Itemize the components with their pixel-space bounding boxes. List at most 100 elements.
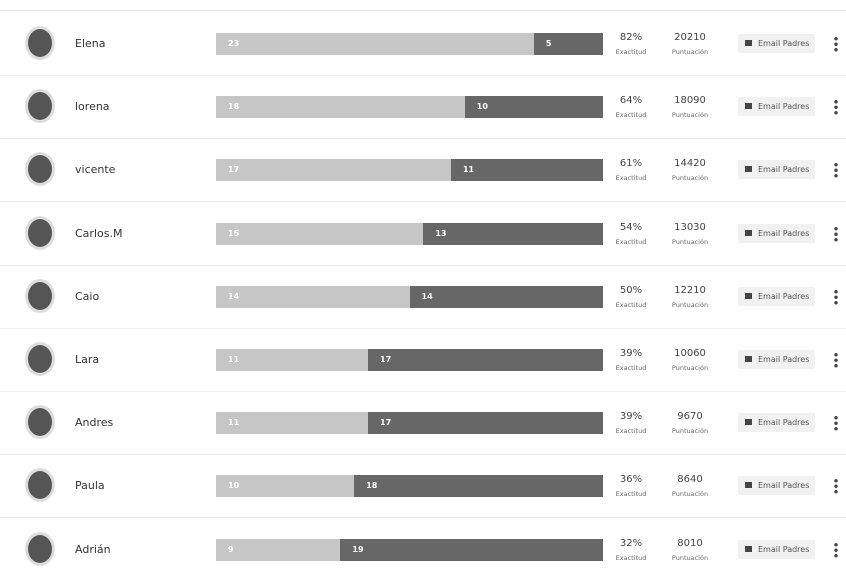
avatar <box>25 26 55 60</box>
avatar <box>25 278 55 313</box>
score: 9670 <box>677 411 703 423</box>
email-button[interactable]: Email Padres <box>738 97 816 117</box>
accuracy: 39% <box>619 348 643 359</box>
incorrect-bar: 10 <box>464 96 603 119</box>
score: 18090 <box>674 95 706 107</box>
score: 12210 <box>674 284 706 296</box>
accuracy-label: Exactitud <box>615 111 647 120</box>
student-row: lorena 18 10 64% Exactitud 18090 Puntuación Ema… <box>0 75 846 140</box>
student-name: lorena <box>75 100 110 114</box>
accuracy-label: Exactitud <box>615 174 647 183</box>
incorrect-bar: 19 <box>340 538 603 561</box>
correct-bar: 10 <box>216 475 355 498</box>
student-name: Adrián <box>75 542 111 556</box>
score: 13030 <box>674 221 706 233</box>
student-name: Andres <box>75 416 114 430</box>
correct-bar: 9 <box>216 538 341 561</box>
incorrect-bar: 5 <box>533 33 603 55</box>
accuracy: 36% <box>619 474 643 486</box>
incorrect-bar: 17 <box>368 349 603 371</box>
student-row: Andres 11 17 39% Exactitud 9670 Puntuación Emai… <box>0 391 846 456</box>
student-name: Caio <box>75 289 100 303</box>
email-button[interactable]: Email Padres <box>738 413 816 433</box>
score-label: Puntuación <box>671 364 709 372</box>
correct-bar: 11 <box>216 412 369 435</box>
incorrect-bar: 13 <box>423 222 603 245</box>
incorrect-bar: 18 <box>354 475 603 498</box>
accuracy: 50% <box>619 284 643 296</box>
more-menu[interactable] <box>834 478 838 495</box>
more-menu[interactable] <box>834 288 838 305</box>
score: 8010 <box>677 537 703 549</box>
student-name: vicente <box>75 163 116 177</box>
correct-bar: 23 <box>216 33 534 55</box>
email-button[interactable]: Email Padres <box>738 539 816 559</box>
correct-bar: 17 <box>216 159 451 182</box>
student-row: Adrián 9 19 32% Exactitud 8010 Puntuación Email… <box>0 518 846 569</box>
avatar <box>25 89 55 124</box>
score-label: Puntuación <box>671 300 709 309</box>
incorrect-bar: 17 <box>368 412 603 435</box>
more-menu[interactable] <box>834 162 838 179</box>
avatar <box>25 531 55 566</box>
score-label: Puntuación <box>671 490 709 499</box>
score: 14420 <box>674 158 706 170</box>
email-button[interactable]: Email Padres <box>738 350 816 369</box>
email-button[interactable]: Email Padres <box>738 34 816 53</box>
student-row: Carlos.M 15 13 54% Exactitud 13030 Puntuación E… <box>0 202 846 266</box>
accuracy-label: Exactitud <box>615 427 647 436</box>
student-name: Elena <box>75 37 106 50</box>
student-row: Elena 23 5 82% Exactitud 20210 Puntuación Email… <box>0 12 846 76</box>
more-menu[interactable] <box>834 225 838 242</box>
score-label: Puntuación <box>671 427 709 436</box>
student-row: vicente 17 11 61% Exactitud 14420 Puntuación Em… <box>0 138 846 203</box>
student-name: Paula <box>75 479 105 493</box>
top-border <box>0 10 846 11</box>
score: 20210 <box>674 32 706 43</box>
score-label: Puntuación <box>671 48 709 56</box>
more-menu[interactable] <box>834 36 838 52</box>
correct-bar: 14 <box>216 285 410 308</box>
accuracy-label: Exactitud <box>615 237 647 246</box>
accuracy: 39% <box>619 411 643 423</box>
avatar <box>25 215 55 250</box>
student-name: Carlos.M <box>75 226 123 240</box>
incorrect-bar: 14 <box>409 285 603 308</box>
avatar <box>25 405 55 440</box>
correct-bar: 11 <box>216 349 369 371</box>
student-row: Lara 11 17 39% Exactitud 10060 Puntuación Email… <box>0 328 846 392</box>
accuracy: 64% <box>619 95 643 107</box>
accuracy-label: Exactitud <box>615 553 647 562</box>
correct-bar: 15 <box>216 222 424 245</box>
accuracy: 32% <box>619 537 643 549</box>
score: 10060 <box>674 348 706 359</box>
score-label: Puntuación <box>671 174 709 183</box>
student-row: Caio 14 14 50% Exactitud 12210 Puntuación Email… <box>0 265 846 329</box>
more-menu[interactable] <box>834 352 838 368</box>
more-menu[interactable] <box>834 415 838 432</box>
score-label: Puntuación <box>671 237 709 246</box>
correct-bar: 18 <box>216 96 465 119</box>
accuracy-label: Exactitud <box>615 490 647 499</box>
student-row: Paula 10 18 36% Exactitud 8640 Puntuación Email… <box>0 454 846 519</box>
accuracy-label: Exactitud <box>615 300 647 309</box>
accuracy-label: Exactitud <box>615 364 647 372</box>
accuracy-label: Exactitud <box>615 48 647 56</box>
email-button[interactable]: Email Padres <box>738 476 816 496</box>
score-label: Puntuación <box>671 111 709 120</box>
score: 8640 <box>677 474 703 486</box>
email-button[interactable]: Email Padres <box>738 286 816 306</box>
accuracy: 82% <box>619 32 643 43</box>
accuracy: 54% <box>619 221 643 233</box>
avatar <box>25 342 55 376</box>
email-button[interactable]: Email Padres <box>738 223 816 243</box>
score-label: Puntuación <box>671 553 709 562</box>
avatar <box>25 468 55 503</box>
email-button[interactable]: Email Padres <box>738 160 816 180</box>
more-menu[interactable] <box>834 99 838 116</box>
accuracy: 61% <box>619 158 643 170</box>
student-name: Lara <box>75 353 100 366</box>
avatar <box>25 152 55 187</box>
more-menu[interactable] <box>834 541 838 558</box>
